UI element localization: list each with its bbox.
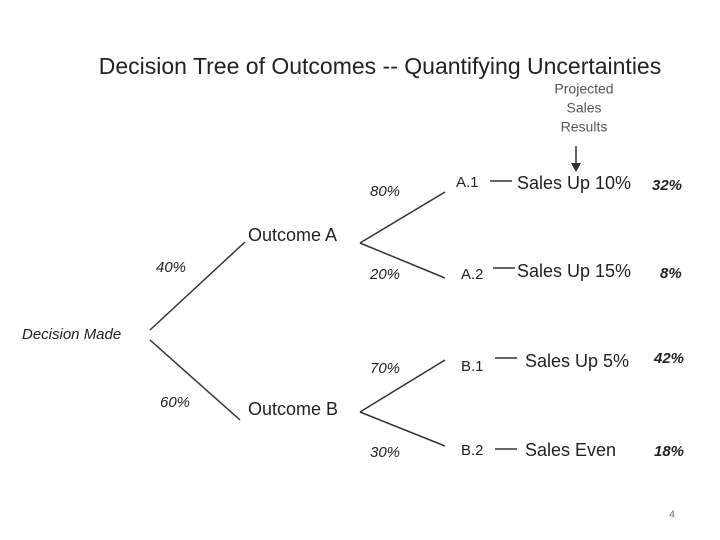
root-branches: [149, 241, 246, 421]
leaf-id: A.2: [461, 266, 484, 283]
leaf-result: Sales Up 10%: [517, 173, 631, 193]
leaf-probability: 80%: [370, 183, 400, 200]
branch-label: Outcome B: [248, 399, 338, 419]
leaf-probability: 70%: [370, 360, 400, 377]
leaf-id: B.2: [461, 442, 484, 459]
leaf-id: A.1: [456, 174, 479, 191]
branch-label: Outcome A: [248, 225, 337, 245]
column-header: Sales: [566, 100, 601, 116]
joint-probability: 32%: [652, 177, 682, 194]
arrow-head: [571, 163, 581, 172]
leaf-result: Sales Up 5%: [525, 351, 629, 371]
joint-probability: 8%: [660, 265, 682, 282]
joint-probability: 18%: [654, 443, 684, 460]
leaf-branches: [359, 191, 446, 447]
column-header: Results: [561, 119, 608, 135]
joint-probability: 42%: [653, 350, 684, 367]
title: Decision Tree of Outcomes -- Quantifying…: [99, 53, 661, 79]
leaf-result: Sales Even: [525, 440, 616, 460]
column-header: Projected: [554, 81, 613, 97]
page-number: 4: [669, 510, 675, 521]
leaf-probability: 20%: [369, 266, 400, 283]
leaf-result: Sales Up 15%: [517, 261, 631, 281]
root-label: Decision Made: [22, 326, 121, 343]
branch-probability: 60%: [160, 394, 190, 411]
leaf-probability: 30%: [370, 444, 400, 461]
branch-probability: 40%: [156, 259, 186, 276]
leaf-id: B.1: [461, 358, 484, 375]
